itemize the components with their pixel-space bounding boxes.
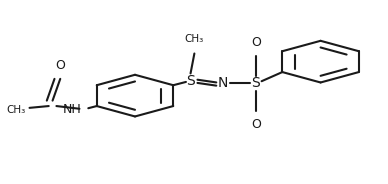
Text: NH: NH	[62, 103, 81, 116]
Text: CH₃: CH₃	[7, 105, 26, 115]
Text: N: N	[218, 76, 229, 90]
Text: O: O	[55, 59, 65, 72]
Text: O: O	[251, 118, 261, 131]
Text: S: S	[251, 76, 260, 90]
Text: CH₃: CH₃	[185, 34, 204, 44]
Text: O: O	[251, 36, 261, 49]
Text: S: S	[186, 74, 195, 88]
